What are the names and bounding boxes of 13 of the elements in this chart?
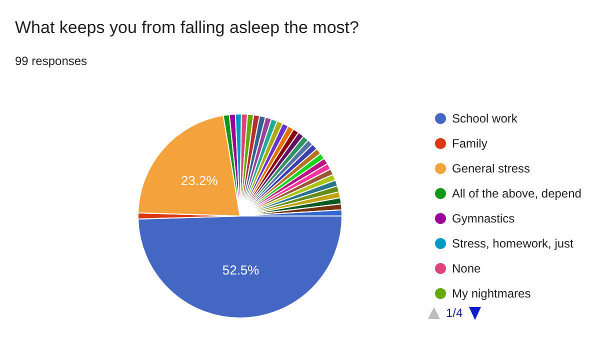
legend-label: None (452, 262, 482, 276)
legend-label: General stress (452, 162, 530, 176)
data-label: 23.2% (180, 172, 218, 188)
legend-label: Family (452, 136, 488, 150)
chart-subtitle: 99 responses (15, 54, 88, 68)
text: 1/4 (446, 306, 463, 320)
legend-label: Stress, homework, just (452, 236, 574, 250)
legend-label: All of the above, depend (452, 186, 582, 200)
legend-label: School work (452, 112, 518, 126)
data-label: 52.5% (222, 262, 260, 278)
legend-label: My nightmares (452, 286, 531, 300)
legend-label: Gymnastics (452, 212, 515, 226)
chart-title: What keeps you from falling asleep the most? (15, 18, 359, 37)
